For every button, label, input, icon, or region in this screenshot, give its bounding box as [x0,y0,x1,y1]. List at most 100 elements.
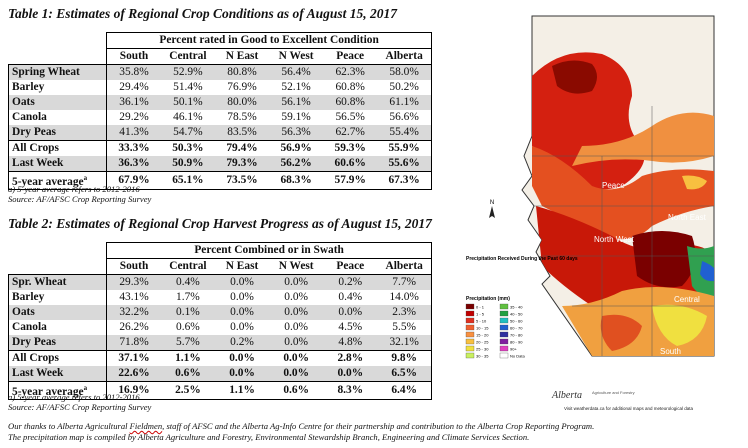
footnote-marker: a [83,174,88,182]
table-cell: 60.6% [323,156,378,172]
table-cell: 56.2% [269,156,324,172]
table-cell: 51.4% [173,81,203,93]
table2-note-a: a) 5-year average refers to 2012-2016 [8,392,140,402]
footer-line1-end: , staff of AFSC and the Alberta Ag-Info … [162,421,595,431]
row-label: Spring Wheat [7,64,108,80]
legend-swatch [465,331,475,338]
table-row: Last Week 36.3% 50.9% 79.3% 56.2% 60.6% 55.6% [7,156,433,172]
map-label-south: South [660,347,681,356]
legend-label: 25 - 30 [476,347,489,352]
legend-swatch [465,338,475,345]
harvest-progress-table: Percent Combined or in Swath South Central… [7,242,433,400]
table-cell: 80.8% [214,64,270,80]
table-cell: 56.3% [269,125,324,141]
table-cell: 50.3% [160,140,215,156]
legend-label: 0 - 1 [476,305,485,310]
table-cell: 0.0% [214,366,270,382]
table-cell: 0.0% [214,350,270,366]
legend-label: 35 - 40 [510,305,523,310]
table-cell: 0.1% [160,305,215,320]
table-cell: 32.1% [377,335,433,351]
row-label: Spr. Wheat [7,274,108,290]
column-header: South [106,48,161,65]
row-label-text: Last Week [12,367,64,379]
legend-heading: Precipitation (mm) [466,296,510,302]
row-label: Oats [7,305,108,320]
table2-notes: a) 5-year average refers to 2012-2016 So… [8,392,151,412]
header-blank [8,258,108,275]
table-cell: 83.5% [214,125,270,141]
legend-label: 20 - 25 [476,340,489,345]
map-legend: Precipitation Received During the Past 6… [465,256,578,359]
table-cell: 58.0% [377,64,433,80]
row-label: All Crops [7,140,108,156]
table-cell: 1.7% [176,291,200,303]
legend-label: 70 - 80 [510,333,523,338]
row-label: Canola [7,320,108,335]
table-row: Dry Peas 71.8% 5.7% 0.2% 0.0% 4.8% 32.1% [7,335,433,351]
row-label-text: All Crops [12,142,59,154]
table-cell: 0.2% [323,274,378,290]
table-cell: 4.8% [323,335,378,351]
table-cell: 46.1% [173,111,203,123]
row-label-text: Barley [12,81,45,93]
table-cell: 22.6% [106,366,161,382]
table-cell: 16.9% [106,381,161,400]
legend-label: 10 - 15 [476,326,489,331]
row-label-text: Last Week [12,157,64,169]
legend-swatch [499,317,509,324]
legend-swatch [465,310,475,317]
footer-line1: Our thanks to Alberta Agricultural Field… [8,421,748,432]
legend-swatch [499,324,509,331]
table-cell: 59.3% [323,140,378,156]
table-row: Canola 26.2% 0.6% 0.0% 0.0% 4.5% 5.5% [7,320,433,335]
footer-fieldmen: Fieldmen [129,421,163,431]
table-cell: 76.9% [227,81,257,93]
table-cell: 36.1% [106,95,161,110]
table-cell: 26.2% [119,321,149,333]
legend-swatch [499,352,509,359]
table1-notes: a) 5-year average refers to 2012-2016 So… [8,184,151,204]
column-header: N East [214,258,270,275]
row-label-text: Barley [12,291,45,303]
header-blank [8,242,107,259]
table-cell: 43.1% [119,291,149,303]
table-cell: 0.0% [323,305,378,320]
legend-swatch [499,338,509,345]
table-cell: 35.8% [106,64,161,80]
table-cell: 2.3% [377,305,433,320]
row-label-text: Dry Peas [12,126,56,138]
table-cell: 56.6% [377,110,433,125]
table-cell: 8.3% [323,381,378,400]
table-cell: 73.5% [214,171,270,190]
table-cell: 57.9% [323,171,378,190]
row-label-text: Spring Wheat [12,66,80,78]
table-cell: 79.4% [214,140,270,156]
table-cell: 65.1% [160,171,215,190]
row-label: 5-year averagea [7,381,108,400]
table-cell: 0.4% [160,274,215,290]
table-cell: 6.5% [377,366,433,382]
table-cell: 37.1% [106,350,161,366]
table-cell: 36.3% [106,156,161,172]
column-header: Central [160,258,215,275]
legend-swatch [499,303,509,310]
column-header: Alberta [377,258,433,275]
column-header: Peace [323,48,378,65]
table-cell: 56.1% [269,95,324,110]
table-row: Spr. Wheat 29.3% 0.4% 0.0% 0.0% 0.2% 7.7% [7,274,433,290]
table-cell: 29.4% [119,81,149,93]
table-cell: 0.0% [214,305,270,320]
table-cell: 55.9% [377,140,433,156]
table-cell: 32.2% [106,305,161,320]
table-cell: 41.3% [106,125,161,141]
table-cell: 0.4% [338,291,363,303]
table-cell: 50.9% [160,156,215,172]
column-header: N West [269,258,324,275]
row-label-text: Oats [12,96,35,108]
alberta-logo: Alberta Agriculture and Forestry [551,390,635,401]
map-label-central: Central [674,295,700,304]
row-label: Barley [7,290,108,305]
column-header: South [106,258,161,275]
table-cell: 68.3% [269,171,324,190]
